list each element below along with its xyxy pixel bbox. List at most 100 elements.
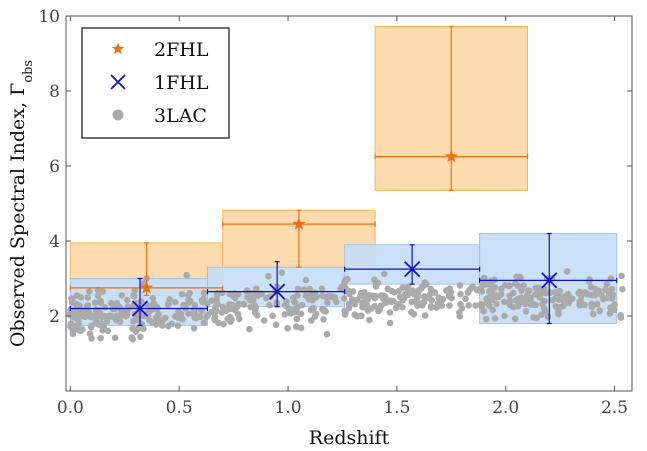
lac3-point bbox=[320, 316, 327, 323]
lac3-point bbox=[482, 315, 490, 323]
lac3-point bbox=[390, 297, 397, 305]
lac3-point bbox=[74, 309, 82, 317]
lac3-point bbox=[204, 311, 212, 319]
lac3-point bbox=[428, 297, 435, 304]
lac3-point bbox=[421, 293, 428, 300]
lac3-point bbox=[427, 302, 435, 310]
lac3-point bbox=[253, 285, 260, 293]
fhl2-star-marker bbox=[292, 217, 306, 230]
lac3-point bbox=[581, 301, 588, 309]
fhl1-cross-marker bbox=[403, 260, 421, 278]
lac3-point bbox=[211, 315, 218, 323]
lac3-point bbox=[226, 301, 233, 308]
lac3-point bbox=[92, 317, 100, 325]
lac3-point bbox=[79, 307, 87, 315]
lac3-point bbox=[404, 291, 412, 299]
lac3-point bbox=[510, 303, 517, 311]
lac3-point bbox=[509, 289, 517, 297]
lac3-point bbox=[116, 318, 124, 325]
lac3-point bbox=[552, 303, 560, 310]
lac3-point bbox=[118, 292, 126, 299]
lac3-point bbox=[97, 334, 104, 342]
lac3-point bbox=[520, 297, 528, 305]
lac3-point bbox=[95, 307, 102, 315]
lac3-point bbox=[247, 291, 254, 299]
lac3-point bbox=[607, 304, 614, 312]
y-tick-label: 8 bbox=[49, 82, 60, 102]
lac3-point bbox=[456, 313, 464, 320]
lac3-point bbox=[240, 300, 247, 308]
lac3-point bbox=[399, 296, 406, 304]
lac3-point bbox=[128, 334, 135, 341]
lac3-point bbox=[404, 283, 412, 291]
lac3-point bbox=[111, 334, 119, 342]
lac3-point bbox=[518, 287, 525, 294]
lac3-point bbox=[446, 302, 453, 309]
lac3-point bbox=[457, 290, 464, 298]
lac3-point bbox=[218, 309, 226, 316]
lac3-point bbox=[386, 319, 394, 327]
lac3-point bbox=[85, 288, 93, 295]
plot-area bbox=[67, 25, 626, 343]
lac3-point bbox=[456, 282, 464, 289]
lac3-point bbox=[380, 292, 387, 299]
x-tick-label: 0.5 bbox=[166, 398, 193, 418]
fhl2-star-marker bbox=[139, 280, 154, 294]
legend-items: 2FHL 1FHL 3LAC bbox=[110, 39, 209, 127]
lac3-point bbox=[233, 303, 241, 310]
lac3-point bbox=[191, 314, 198, 322]
lac3-point bbox=[493, 300, 500, 308]
lac3-point bbox=[312, 310, 320, 318]
lac3-point bbox=[68, 299, 76, 307]
lac3-point bbox=[137, 298, 145, 305]
lac3-point bbox=[320, 306, 328, 313]
lac3-point bbox=[538, 311, 545, 319]
lac3-point bbox=[77, 327, 84, 335]
lac3-point bbox=[342, 276, 349, 284]
lac3-point bbox=[247, 303, 255, 311]
lac3-point bbox=[588, 303, 596, 311]
lac3-point bbox=[185, 310, 192, 317]
lac3-point bbox=[122, 312, 130, 320]
lac3-point bbox=[90, 312, 98, 320]
fhl1-cross-marker bbox=[541, 272, 558, 289]
lac3-point bbox=[107, 313, 115, 320]
lac3-point bbox=[139, 280, 147, 288]
lac3-point bbox=[184, 299, 192, 307]
lac3-point bbox=[325, 292, 332, 300]
fhl1-cross-marker bbox=[131, 300, 149, 317]
lac3-point bbox=[69, 330, 77, 338]
lac3-point bbox=[603, 280, 611, 288]
lac3-point bbox=[77, 294, 85, 301]
lac3-point bbox=[165, 322, 172, 330]
lac3-point bbox=[190, 325, 198, 332]
lac3-point bbox=[103, 318, 111, 325]
lac3-point bbox=[619, 285, 626, 293]
lac3-point bbox=[540, 289, 548, 296]
lac3-point bbox=[290, 308, 298, 316]
lac3-point bbox=[359, 303, 366, 311]
lac3-point bbox=[132, 328, 140, 335]
lac3-point bbox=[608, 285, 616, 293]
lac3-point bbox=[84, 294, 92, 301]
lac3-point bbox=[351, 311, 359, 318]
lac3-point bbox=[107, 299, 115, 307]
fhl1-cross-marker bbox=[269, 283, 286, 300]
legend-label: 2FHL bbox=[154, 39, 209, 61]
x-axis-title: Redshift bbox=[309, 427, 390, 449]
lac3-point bbox=[101, 303, 109, 311]
lac3-point bbox=[330, 293, 338, 301]
lac3-point bbox=[281, 311, 289, 318]
lac3-point bbox=[292, 299, 299, 306]
lac3-point bbox=[596, 307, 604, 315]
lac3-point bbox=[246, 325, 253, 333]
lac3-point bbox=[99, 288, 107, 295]
lac3-point bbox=[501, 312, 508, 320]
lac3-point bbox=[446, 290, 454, 298]
y-tick-label: 2 bbox=[49, 307, 60, 327]
lac3-point bbox=[366, 316, 373, 324]
y-tick-label: 4 bbox=[49, 232, 60, 252]
lac3-point bbox=[171, 298, 179, 306]
lac3-point bbox=[98, 313, 106, 321]
